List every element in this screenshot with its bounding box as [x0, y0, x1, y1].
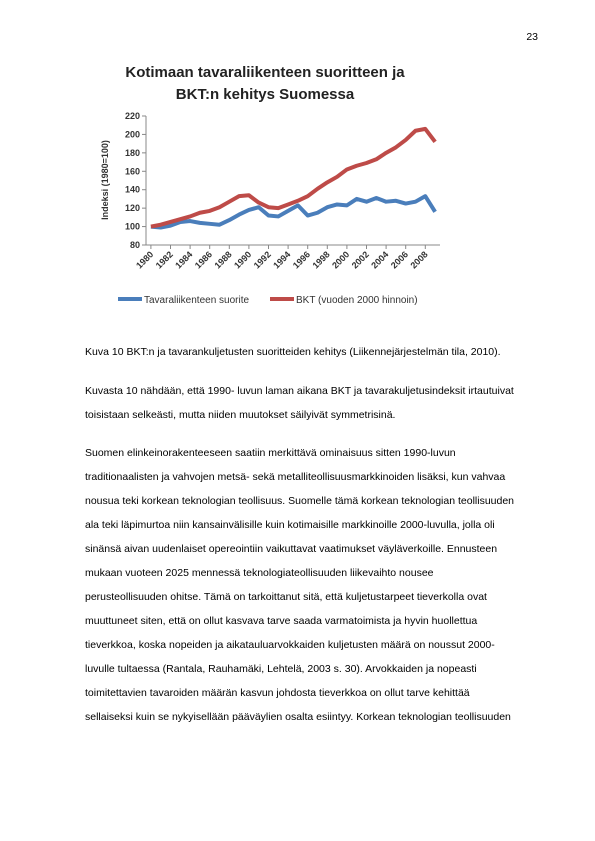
- y-tick-label: 160: [125, 166, 140, 176]
- caption: Kuva 10 BKT:n ja tavarankuljetusten suor…: [85, 346, 501, 358]
- y-axis-label: Indeksi (1980=100): [100, 140, 110, 220]
- y-tick-label: 80: [130, 240, 140, 250]
- paragraph-line: toimitettavien tavaroiden määrän kasvun …: [85, 687, 470, 699]
- y-tick-label: 100: [125, 222, 140, 232]
- paragraph-line: Suomen elinkeinorakenteeseen saatiin mer…: [85, 447, 456, 459]
- paragraph-line: luvulle tultaessa (Rantala, Rauhamäki, L…: [85, 663, 477, 675]
- chart-title: Kotimaan tavaraliikenteen suoritteen ja: [125, 64, 405, 81]
- paragraph-line: traditionaalisten ja vahvojen metsä- sek…: [85, 471, 505, 483]
- y-tick-label: 220: [125, 111, 140, 121]
- y-tick-label: 200: [125, 129, 140, 139]
- y-tick-label: 180: [125, 148, 140, 158]
- y-tick-label: 140: [125, 185, 140, 195]
- paragraph-line: muuttuneet siten, että on ollut kasvava …: [85, 615, 477, 627]
- paragraph-line: tieverkkoa, koska nopeiden ja aikataulua…: [85, 639, 495, 651]
- series-line: [150, 194, 437, 230]
- series-line: [150, 126, 437, 229]
- y-tick-label: 120: [125, 203, 140, 213]
- legend-label: Tavaraliikenteen suorite: [144, 295, 249, 306]
- paragraph-line: Kuvasta 10 nähdään, että 1990- luvun lam…: [85, 385, 514, 397]
- paragraph-line: toisistaan selkeästi, mutta niiden muuto…: [85, 409, 395, 421]
- paragraph-line: sellaiseksi kuin se nykyisellään pääväyl…: [85, 711, 511, 723]
- paragraph-line: perusteollisuuden ohitse. Tämä on tarkoi…: [85, 591, 487, 603]
- legend-label: BKT (vuoden 2000 hinnoin): [296, 295, 418, 306]
- chart-title: BKT:n kehitys Suomessa: [176, 86, 355, 103]
- paragraph-line: ala teki läpimurtoa niin kansainvälisill…: [85, 519, 495, 531]
- paragraph-line: mukaan vuoteen 2025 mennessä teknologiat…: [85, 567, 434, 579]
- page-number: 23: [526, 31, 538, 43]
- paragraph-line: nousua teki korkean teknologian teollisu…: [85, 495, 514, 507]
- paragraph-line: sinänsä aivan uudenlaiset opereointiin v…: [85, 543, 497, 555]
